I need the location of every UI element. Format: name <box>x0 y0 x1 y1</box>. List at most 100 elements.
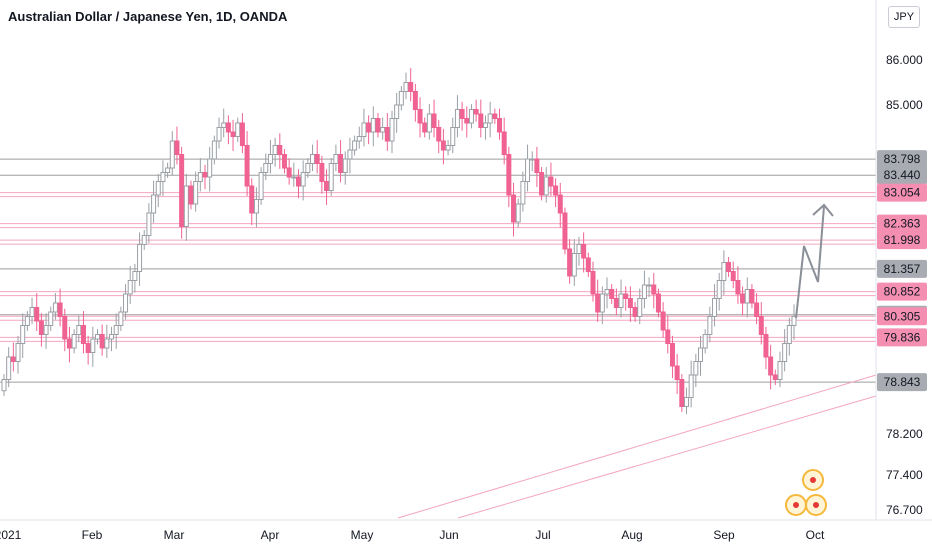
price-tag <box>877 166 927 185</box>
candle-body <box>352 140 358 151</box>
candle-body <box>389 118 395 142</box>
candle-body <box>160 172 166 182</box>
candle-body <box>398 91 404 106</box>
candle-body <box>553 185 559 196</box>
candle-body <box>473 109 479 115</box>
candle-body <box>146 212 152 236</box>
candle-body <box>347 149 353 160</box>
x-tick-label: Feb <box>82 528 103 542</box>
candle-body <box>627 298 633 308</box>
candle-body <box>698 347 704 362</box>
candle-body <box>80 325 86 344</box>
candle-body <box>758 316 764 335</box>
candle-body <box>20 325 26 344</box>
candle-body <box>62 316 68 340</box>
candle-body <box>576 244 582 254</box>
candle-body <box>76 325 82 335</box>
candle-body <box>716 280 722 299</box>
candle-body <box>24 316 30 326</box>
candle-body <box>263 163 269 173</box>
candle-body <box>782 343 788 362</box>
x-tick-label: Apr <box>261 528 280 542</box>
candle-body <box>623 293 629 299</box>
candle-body <box>478 113 484 128</box>
candle-body <box>412 91 418 110</box>
candle-body <box>370 118 376 133</box>
candle-body <box>48 311 54 326</box>
candle-body <box>683 397 689 407</box>
candle-body <box>735 280 741 295</box>
candle-body <box>567 248 573 277</box>
price-tag-label: 78.843 <box>884 375 921 389</box>
candle-body <box>786 325 792 344</box>
candle-body <box>225 122 231 133</box>
candle-body <box>132 271 138 281</box>
projection-path <box>795 205 825 319</box>
candle-body <box>445 145 451 151</box>
x-tick-label: Sep <box>713 528 735 542</box>
x-tick-label: Aug <box>621 528 642 542</box>
candle-body <box>543 176 549 196</box>
candle-body <box>707 316 713 335</box>
candle-body <box>618 293 624 308</box>
candle-body <box>529 158 535 161</box>
candle-body <box>468 109 474 124</box>
candle-body <box>655 293 661 313</box>
candle-body <box>520 181 526 205</box>
candle-body <box>440 140 446 151</box>
candle-body <box>539 172 545 196</box>
candle-body <box>310 154 316 164</box>
price-tag-label: 80.305 <box>884 309 921 323</box>
candle-body <box>291 176 297 179</box>
candle-body <box>99 334 105 349</box>
candle-body <box>34 307 40 322</box>
candle-body <box>768 356 774 376</box>
candle-body <box>193 181 199 205</box>
candle-body <box>609 289 615 299</box>
candle-body <box>679 379 685 407</box>
candle-body <box>740 293 746 304</box>
trend-line <box>457 395 877 519</box>
candle-body <box>450 127 456 146</box>
candle-body <box>637 298 643 317</box>
x-tick-label: Oct <box>806 528 825 542</box>
candle-body <box>772 374 778 380</box>
candle-body <box>375 118 381 133</box>
candle-body <box>394 104 400 119</box>
candle-body <box>169 140 175 169</box>
candle-body <box>459 109 465 119</box>
candle-body <box>197 172 203 182</box>
candle-body <box>426 113 432 133</box>
price-tag-label: 83.054 <box>884 186 921 200</box>
y-tick-label: 86.000 <box>886 53 923 67</box>
candle-body <box>482 122 488 128</box>
candle-body <box>165 167 171 173</box>
candle-body <box>497 118 503 133</box>
candle-body <box>155 181 161 196</box>
price-tag-label: 80.852 <box>884 285 921 299</box>
candle-body <box>487 113 493 124</box>
candle-body <box>66 338 72 349</box>
candle-body <box>595 293 601 313</box>
currency-badge[interactable]: JPY <box>888 6 920 28</box>
projection-arrowhead <box>812 203 834 217</box>
candle-body <box>525 158 531 182</box>
candle-body <box>338 154 344 173</box>
candle-body <box>749 289 755 304</box>
candle-body <box>244 145 250 187</box>
candle-body <box>651 284 657 295</box>
candle-body <box>590 271 596 295</box>
candle-body <box>366 122 372 133</box>
candle-body <box>515 203 521 223</box>
candle-body <box>249 185 255 214</box>
candle-body <box>562 212 568 250</box>
candle-body <box>221 122 227 128</box>
price-tag <box>877 307 927 326</box>
candle-body <box>744 289 750 304</box>
candle-body <box>267 154 273 164</box>
candle-body <box>422 122 428 133</box>
candle-body <box>319 163 325 182</box>
candle-body <box>300 172 306 187</box>
